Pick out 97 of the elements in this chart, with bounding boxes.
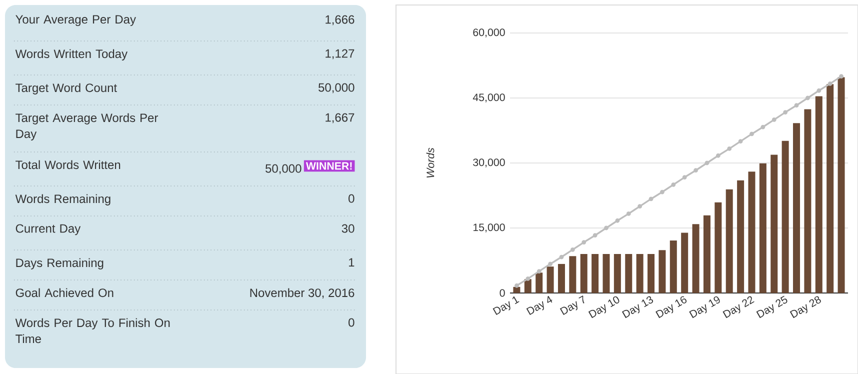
text: 1,667 <box>326 113 354 124</box>
x-tick-label: Day 4 <box>526 296 552 316</box>
point <box>660 190 664 194</box>
point <box>839 74 844 79</box>
x-tick-label: Day 1 <box>492 296 520 316</box>
bar <box>558 264 565 293</box>
bar <box>513 286 520 293</box>
point <box>716 153 720 158</box>
x-tick-label: Day 22 <box>722 296 754 318</box>
text: WINNER! <box>306 162 352 170</box>
category-label: Target Average Words Per Day <box>16 113 158 140</box>
point <box>582 240 586 244</box>
bar <box>602 254 610 293</box>
category-label: Days Remaining <box>16 258 104 270</box>
x-tick-label: Day 28 <box>790 296 821 318</box>
point <box>592 233 598 238</box>
category-label: Goal Achieved On <box>16 288 114 298</box>
category-label: Words Remaining <box>15 194 110 206</box>
bar <box>625 254 632 293</box>
point <box>570 247 575 252</box>
bar <box>826 84 834 293</box>
bar <box>804 109 812 293</box>
x-tick-label: Day 7 <box>560 295 584 316</box>
point <box>671 182 676 187</box>
category-label: Total Words Written <box>16 160 120 170</box>
bar <box>569 256 576 293</box>
point <box>828 81 832 86</box>
bar <box>524 279 532 293</box>
point <box>760 124 766 130</box>
x-tick-label: Day 19 <box>689 296 720 318</box>
y-tick-label: 45,000 <box>472 94 505 102</box>
point <box>694 168 698 173</box>
bar <box>658 250 666 293</box>
text: 50,000 <box>266 164 302 174</box>
bar <box>815 96 822 293</box>
point <box>794 103 799 108</box>
point <box>738 139 743 144</box>
y-tick-label: 60,000 <box>473 28 505 38</box>
bar <box>726 189 733 293</box>
text: 1 <box>348 258 354 267</box>
point <box>750 132 754 136</box>
bar <box>703 215 710 293</box>
text: 30 <box>342 224 354 233</box>
bar <box>737 180 744 293</box>
point <box>536 269 542 274</box>
point <box>816 88 822 93</box>
point <box>526 276 530 281</box>
bar <box>838 77 845 293</box>
bar <box>580 254 588 293</box>
point <box>604 226 608 230</box>
text: November 30, 2016 <box>250 288 354 298</box>
category-label: Target Word Count <box>16 83 117 94</box>
x-tick-label: Day 10 <box>588 296 620 318</box>
bar <box>614 254 621 293</box>
point <box>727 146 732 151</box>
y-tick-label: 30,000 <box>473 158 505 168</box>
bar <box>681 232 688 293</box>
bar <box>770 154 778 293</box>
point <box>805 96 810 100</box>
point <box>783 110 788 114</box>
y-tick-label: 0 <box>500 289 505 297</box>
point <box>626 211 631 216</box>
x-tick-label: Day 16 <box>656 296 687 318</box>
category-label: Words Written Today <box>15 49 128 60</box>
bar <box>536 272 543 293</box>
bar <box>692 224 700 293</box>
text: 1,666 <box>326 15 354 26</box>
bar <box>793 123 800 293</box>
y-tick-label: 15,000 <box>473 224 505 232</box>
point <box>704 160 710 166</box>
point <box>548 262 552 266</box>
point <box>682 175 687 180</box>
text: 0 <box>348 194 354 203</box>
point <box>648 196 654 202</box>
bar <box>748 172 756 293</box>
bar <box>546 266 554 293</box>
category-label: Words Per Day To Finish On Time <box>15 318 170 344</box>
x-tick-label: Day 25 <box>756 296 788 318</box>
point <box>638 204 642 209</box>
bar <box>670 240 677 293</box>
bar <box>782 140 789 293</box>
y-axis-title: Words <box>426 148 434 178</box>
x-tick-label: Day 13 <box>622 296 654 318</box>
text: 0 <box>348 318 354 327</box>
point <box>559 254 564 260</box>
category-label: Your Average Per Day <box>16 15 136 26</box>
bar <box>714 202 722 293</box>
point <box>772 117 776 122</box>
text: 50,000 <box>318 83 354 94</box>
point <box>615 218 620 223</box>
bar <box>648 254 655 293</box>
bar <box>636 254 644 293</box>
category-label: Current Day <box>16 224 81 236</box>
bar <box>759 163 766 293</box>
bar <box>592 254 599 293</box>
text: 1,127 <box>326 49 354 60</box>
point <box>514 283 519 288</box>
